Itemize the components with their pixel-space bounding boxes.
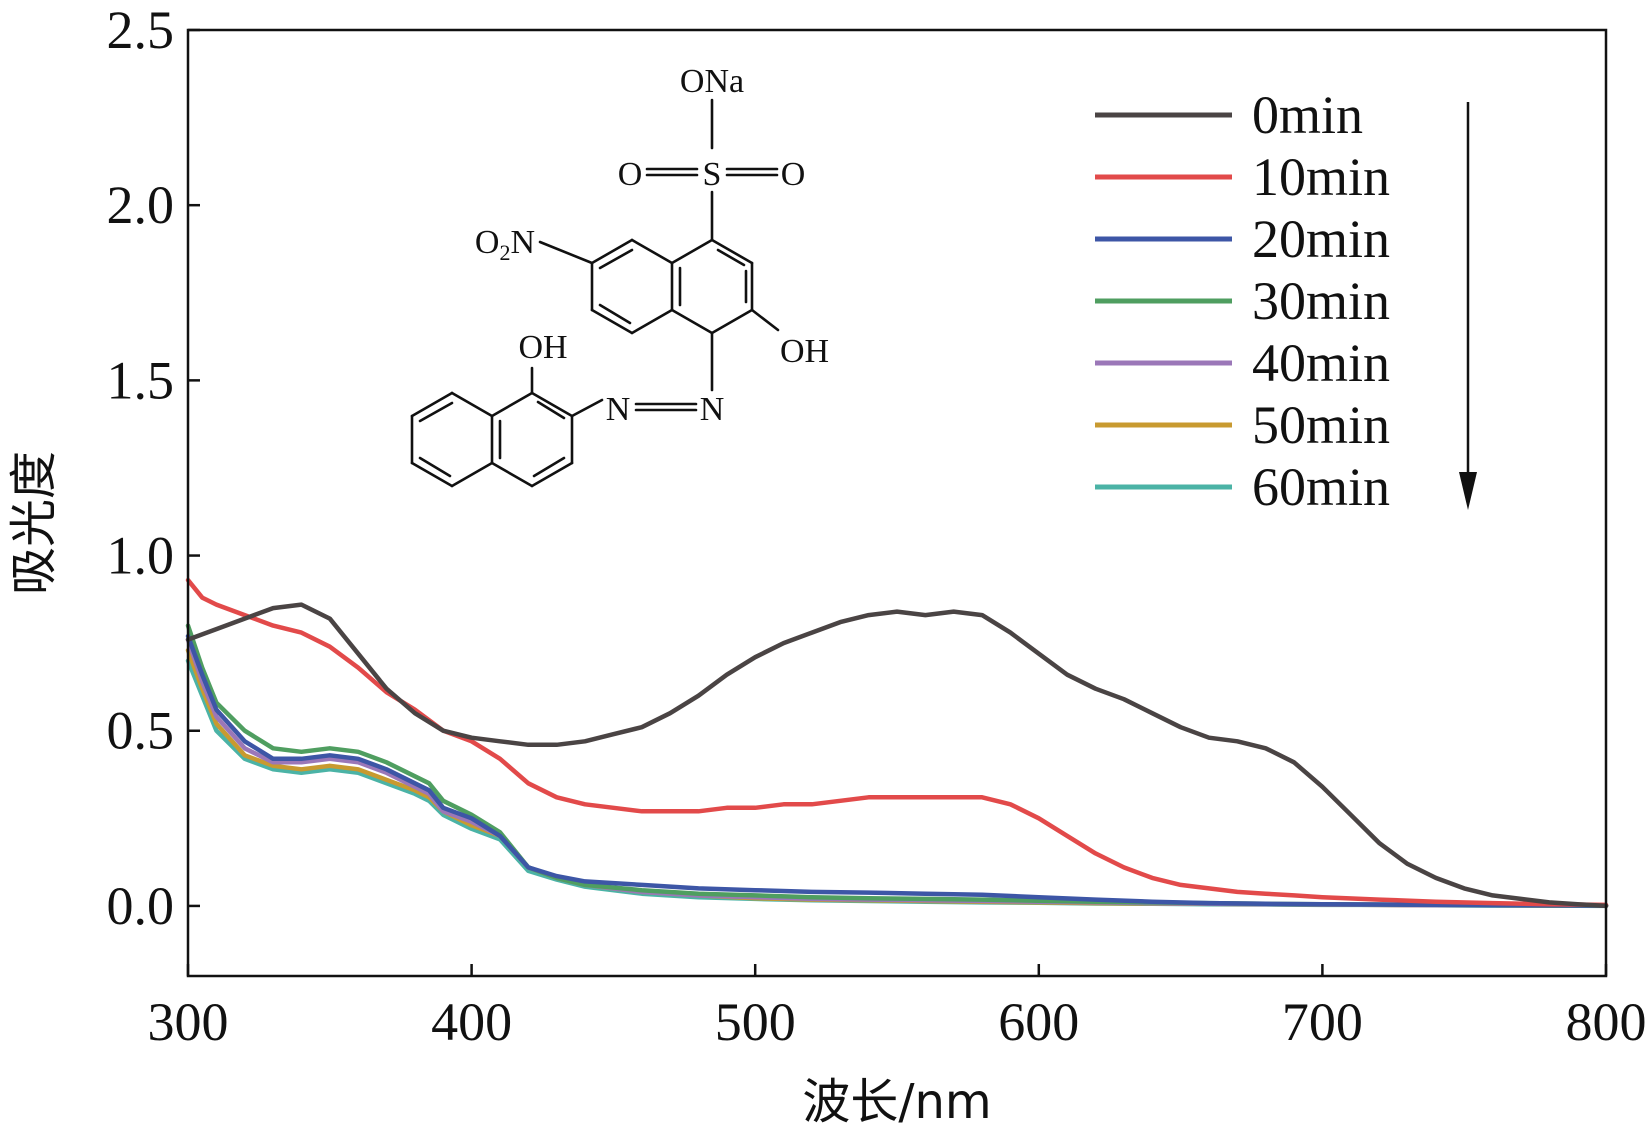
y-tick-label: 1.5 bbox=[107, 350, 175, 410]
label-sulfur: S bbox=[703, 156, 722, 193]
x-tick-label: 300 bbox=[148, 992, 229, 1052]
molecule-structure: ONa O S O O2N OH OH N N bbox=[410, 63, 829, 488]
molecule-bond bbox=[716, 248, 746, 267]
x-tick-label: 700 bbox=[1282, 992, 1363, 1052]
legend-label-20min: 20min bbox=[1252, 209, 1390, 269]
molecule-bond bbox=[570, 398, 604, 418]
series-line-30min bbox=[185, 623, 1609, 908]
molecule-bond bbox=[590, 308, 634, 335]
label-azo-nitrogen-left: N bbox=[606, 391, 631, 428]
molecule-bond bbox=[530, 461, 574, 488]
x-axis-label: 波长/nm bbox=[802, 1074, 991, 1130]
label-sodium-oxide: ONa bbox=[680, 63, 744, 100]
x-tick-label: 600 bbox=[998, 992, 1079, 1052]
x-tick-label: 400 bbox=[431, 992, 512, 1052]
plot-frame bbox=[186, 28, 1608, 978]
y-tick-label: 0.0 bbox=[107, 876, 175, 936]
molecule-bond bbox=[490, 461, 534, 488]
molecule-bond bbox=[598, 303, 632, 325]
molecule-bond bbox=[630, 308, 674, 335]
legend-label-40min: 40min bbox=[1252, 333, 1390, 393]
molecule-bond bbox=[710, 238, 754, 265]
legend-label-50min: 50min bbox=[1252, 395, 1390, 455]
label-nitro-group: O2N bbox=[475, 224, 535, 265]
series-line-20min bbox=[185, 633, 1609, 908]
label-oxo-right: O bbox=[781, 156, 806, 193]
molecule-bond bbox=[590, 238, 634, 265]
label-azo-nitrogen-right: N bbox=[700, 391, 725, 428]
molecule-bond bbox=[710, 308, 754, 335]
label-oxo-left: O bbox=[618, 156, 643, 193]
nitro-nitrogen: N bbox=[510, 224, 535, 261]
molecule-bond bbox=[630, 238, 674, 265]
molecule-bond bbox=[598, 248, 634, 270]
y-tick-label: 1.0 bbox=[107, 526, 175, 586]
legend-label-0min: 0min bbox=[1252, 85, 1363, 145]
molecule-bond bbox=[450, 391, 494, 418]
nitro-subscript: 2 bbox=[499, 240, 510, 265]
series-line-10min bbox=[185, 577, 1609, 908]
arrow-head bbox=[1459, 472, 1477, 510]
label-hydroxy-right: OH bbox=[780, 333, 829, 370]
y-tick-label: 2.0 bbox=[107, 175, 175, 235]
axes-layer: 300 400 500 600 700 800 0.0 0.5 1.0 1.5 2.0 2.5 bbox=[107, 0, 1647, 1052]
molecule-bond bbox=[450, 461, 494, 488]
molecule-bond bbox=[490, 391, 534, 418]
series-line-0min bbox=[185, 602, 1609, 909]
molecule-bond bbox=[670, 308, 714, 335]
series-layer bbox=[185, 577, 1609, 909]
molecule-bond bbox=[418, 456, 452, 478]
molecule-bond bbox=[670, 238, 714, 265]
series-line-40min bbox=[185, 637, 1609, 908]
molecule-bond bbox=[410, 461, 454, 488]
molecule-bond bbox=[538, 240, 594, 265]
molecule-bond bbox=[750, 308, 780, 332]
legend-label-30min: 30min bbox=[1252, 271, 1390, 331]
molecule-bond bbox=[532, 456, 566, 478]
legend-arrow-down-icon bbox=[1459, 102, 1477, 510]
x-tick-label: 500 bbox=[715, 992, 796, 1052]
molecule-bond bbox=[418, 401, 454, 423]
y-tick-label: 2.5 bbox=[107, 0, 175, 60]
molecule-bond bbox=[536, 400, 566, 420]
molecule-bond bbox=[410, 391, 454, 418]
molecule-bond bbox=[530, 391, 574, 418]
x-tick-label: 800 bbox=[1566, 992, 1647, 1052]
y-tick-label: 0.5 bbox=[107, 701, 175, 761]
nitro-oxygen: O bbox=[475, 224, 500, 261]
label-hydroxy-left: OH bbox=[518, 329, 567, 366]
y-axis-label: 吸光度 bbox=[6, 451, 62, 595]
legend-label-10min: 10min bbox=[1252, 147, 1390, 207]
molecule-bonds bbox=[410, 98, 780, 488]
legend-label-60min: 60min bbox=[1252, 457, 1390, 517]
